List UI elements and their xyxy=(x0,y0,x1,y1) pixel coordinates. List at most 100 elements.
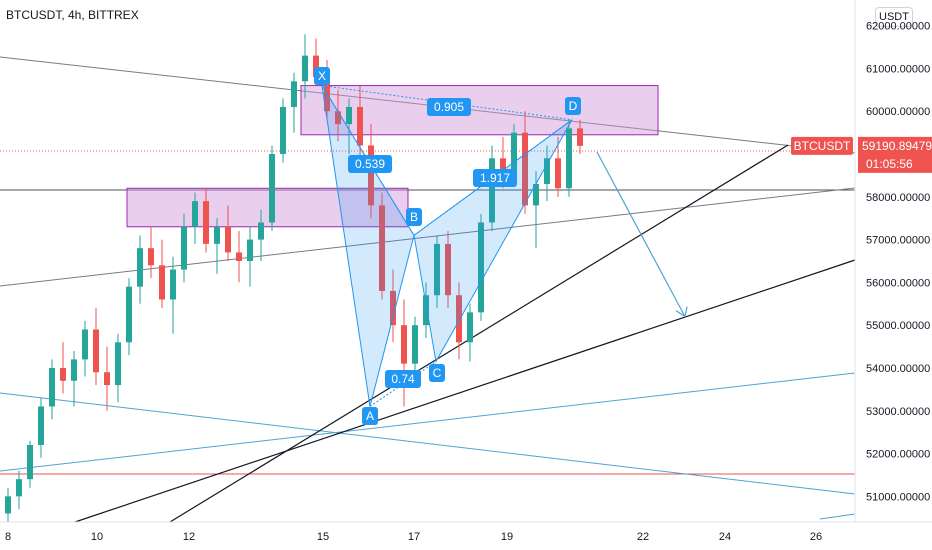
candle-body xyxy=(346,106,352,125)
symbol-tag-bg xyxy=(791,136,853,155)
point-label-d: D xyxy=(565,97,581,115)
y-tick-label: 60000.00000 xyxy=(866,106,930,118)
last-price-tag-bg xyxy=(858,136,932,173)
bullish-candle xyxy=(247,226,253,287)
y-tick-label: 58000.00000 xyxy=(866,192,930,204)
candle-body xyxy=(82,329,88,360)
y-tick-label: 54000.00000 xyxy=(866,363,930,375)
bearish-candle xyxy=(104,346,110,411)
point-label-b: B xyxy=(406,208,422,226)
candle-body xyxy=(357,106,363,146)
label-text: A xyxy=(366,409,374,423)
bearish-candle xyxy=(60,342,66,394)
bullish-candle xyxy=(71,350,77,407)
candle-body xyxy=(566,128,572,189)
candle-body xyxy=(137,248,143,287)
y-tick-label: 51000.00000 xyxy=(866,491,930,503)
bearish-candle xyxy=(203,188,209,253)
label-bg xyxy=(406,208,422,226)
ratio-label-xb: 0.539 xyxy=(348,155,392,173)
point-label-x: X xyxy=(314,67,330,85)
projection-arrowhead xyxy=(675,306,688,318)
y-tick-label: 61000.00000 xyxy=(866,63,930,75)
candle-body xyxy=(27,444,33,480)
x-tick-label: 15 xyxy=(317,531,329,543)
y-tick-label: 55000.00000 xyxy=(866,320,930,332)
candle-body xyxy=(412,325,418,364)
bullish-candle xyxy=(181,213,187,283)
x-tick-label: 19 xyxy=(501,531,513,543)
candle-countdown: 01:05:56 xyxy=(866,157,913,171)
candle-body xyxy=(247,239,253,261)
label-bg xyxy=(427,98,471,116)
candle-body xyxy=(467,312,473,343)
lower-channel-line xyxy=(0,392,856,495)
candle-body xyxy=(500,158,506,176)
candle-body xyxy=(49,367,55,407)
label-text: 0.539 xyxy=(355,157,385,171)
candle-body xyxy=(71,359,77,381)
y-tick-label: 52000.00000 xyxy=(866,449,930,461)
rising-channel-line xyxy=(0,372,856,472)
currency-unit-button[interactable]: USDT xyxy=(875,7,913,27)
candle-body xyxy=(258,222,264,240)
projection-arrow-line xyxy=(596,151,686,317)
ratio-label-ac: 0.74 xyxy=(385,370,421,388)
candle-body xyxy=(5,496,11,514)
y-tick-label: 56000.00000 xyxy=(866,277,930,289)
candle-body xyxy=(335,111,341,125)
bearish-candle xyxy=(522,111,528,214)
x-tick-label: 12 xyxy=(183,531,195,543)
candle-body xyxy=(511,132,517,176)
bullish-candle xyxy=(27,440,33,488)
bearish-candle xyxy=(555,136,561,197)
label-text: 1.917 xyxy=(480,171,510,185)
candle-body xyxy=(148,248,154,266)
x-tick-label: 8 xyxy=(5,531,11,543)
label-text: 0.74 xyxy=(391,372,415,386)
candle-body xyxy=(577,128,583,146)
symbol-tag: BTCUSDT xyxy=(791,136,853,155)
candle-body xyxy=(16,479,22,497)
candle-body xyxy=(313,55,319,78)
zone-box xyxy=(300,85,659,136)
label-bg xyxy=(362,407,378,425)
bullish-candle xyxy=(258,209,264,261)
candle-body xyxy=(291,81,297,107)
bullish-candle xyxy=(566,119,572,197)
bullish-candle xyxy=(423,282,429,339)
candle-body xyxy=(93,329,99,373)
label-bg xyxy=(473,169,517,187)
candle-body xyxy=(445,243,451,296)
symbol-tag-text: BTCUSDT xyxy=(794,139,851,153)
x-tick-label: 22 xyxy=(637,531,649,543)
candle-body xyxy=(269,154,275,223)
y-tick-label: 62000.00000 xyxy=(866,21,930,33)
candle-body xyxy=(379,205,385,291)
label-bg xyxy=(385,370,421,388)
candle-body xyxy=(203,201,209,244)
candle-body xyxy=(478,222,484,313)
bullish-candle xyxy=(478,213,484,321)
candle-body xyxy=(214,226,220,244)
label-text: B xyxy=(410,210,418,224)
label-text: D xyxy=(569,99,578,113)
candle-body xyxy=(104,372,110,386)
x-tick-label: 24 xyxy=(719,531,731,543)
steep-support-line xyxy=(169,144,789,523)
candle-body xyxy=(280,106,286,155)
bullish-candle xyxy=(115,333,121,403)
bearish-candle xyxy=(148,226,154,279)
candle-body xyxy=(423,295,429,326)
label-bg xyxy=(565,97,581,115)
bearish-candle xyxy=(390,269,396,343)
bullish-candle xyxy=(5,487,11,522)
zone-box xyxy=(126,187,409,228)
bearish-candle xyxy=(93,308,99,386)
candle-body xyxy=(533,183,539,206)
bearish-candle xyxy=(379,192,385,300)
x-tick-label: 10 xyxy=(91,531,103,543)
candle-body xyxy=(38,406,44,445)
candle-body xyxy=(159,265,165,300)
